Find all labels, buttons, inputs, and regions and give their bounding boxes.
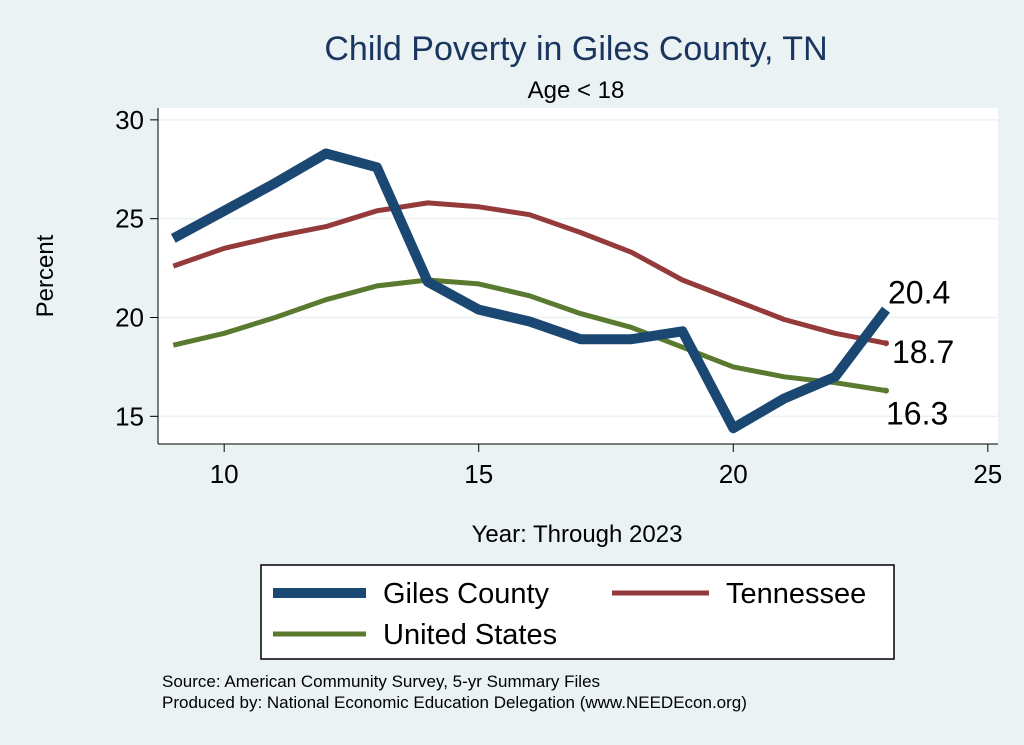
legend: Giles County Tennessee United States — [273, 578, 866, 651]
chart-title: Child Poverty in Giles County, TN — [324, 30, 827, 68]
end-point-marker — [883, 340, 889, 347]
producer-note: Produced by: National Economic Education… — [162, 693, 747, 712]
series-line-united-states — [172, 277, 887, 394]
y-tick-label: 30 — [115, 105, 144, 135]
end-label: 20.4 — [888, 275, 950, 311]
x-tick-label: 20 — [719, 459, 748, 489]
gridlines — [158, 119, 998, 418]
series-line-tennessee — [172, 200, 887, 346]
y-tick-label: 20 — [115, 303, 144, 333]
chart-subtitle: Age < 18 — [528, 77, 625, 104]
series-lines — [170, 148, 890, 434]
end-label: 18.7 — [892, 334, 954, 370]
x-tick-label: 25 — [973, 459, 1002, 489]
x-tick-label: 15 — [464, 459, 493, 489]
y-axis-label: Percent — [32, 234, 59, 317]
x-tick-label: 10 — [210, 459, 239, 489]
legend-label-tennessee: Tennessee — [726, 578, 866, 610]
series-line-giles-county — [170, 148, 890, 434]
y-tick-label: 25 — [115, 204, 144, 234]
x-axis-label: Year: Through 2023 — [472, 521, 683, 548]
end-label: 16.3 — [886, 396, 948, 432]
legend-label-united-states: United States — [383, 619, 557, 651]
legend-box — [260, 564, 895, 660]
source-note: Source: American Community Survey, 5-yr … — [162, 672, 600, 691]
end-labels: 20.4 18.7 16.3 — [886, 275, 954, 432]
y-tick-label: 15 — [115, 401, 144, 431]
legend-label-giles-county: Giles County — [383, 578, 550, 610]
x-axis: 10 15 20 25 — [158, 443, 1002, 489]
y-axis: 15 20 25 30 — [115, 105, 159, 444]
end-point-marker — [883, 387, 889, 394]
plot-area — [158, 108, 998, 444]
